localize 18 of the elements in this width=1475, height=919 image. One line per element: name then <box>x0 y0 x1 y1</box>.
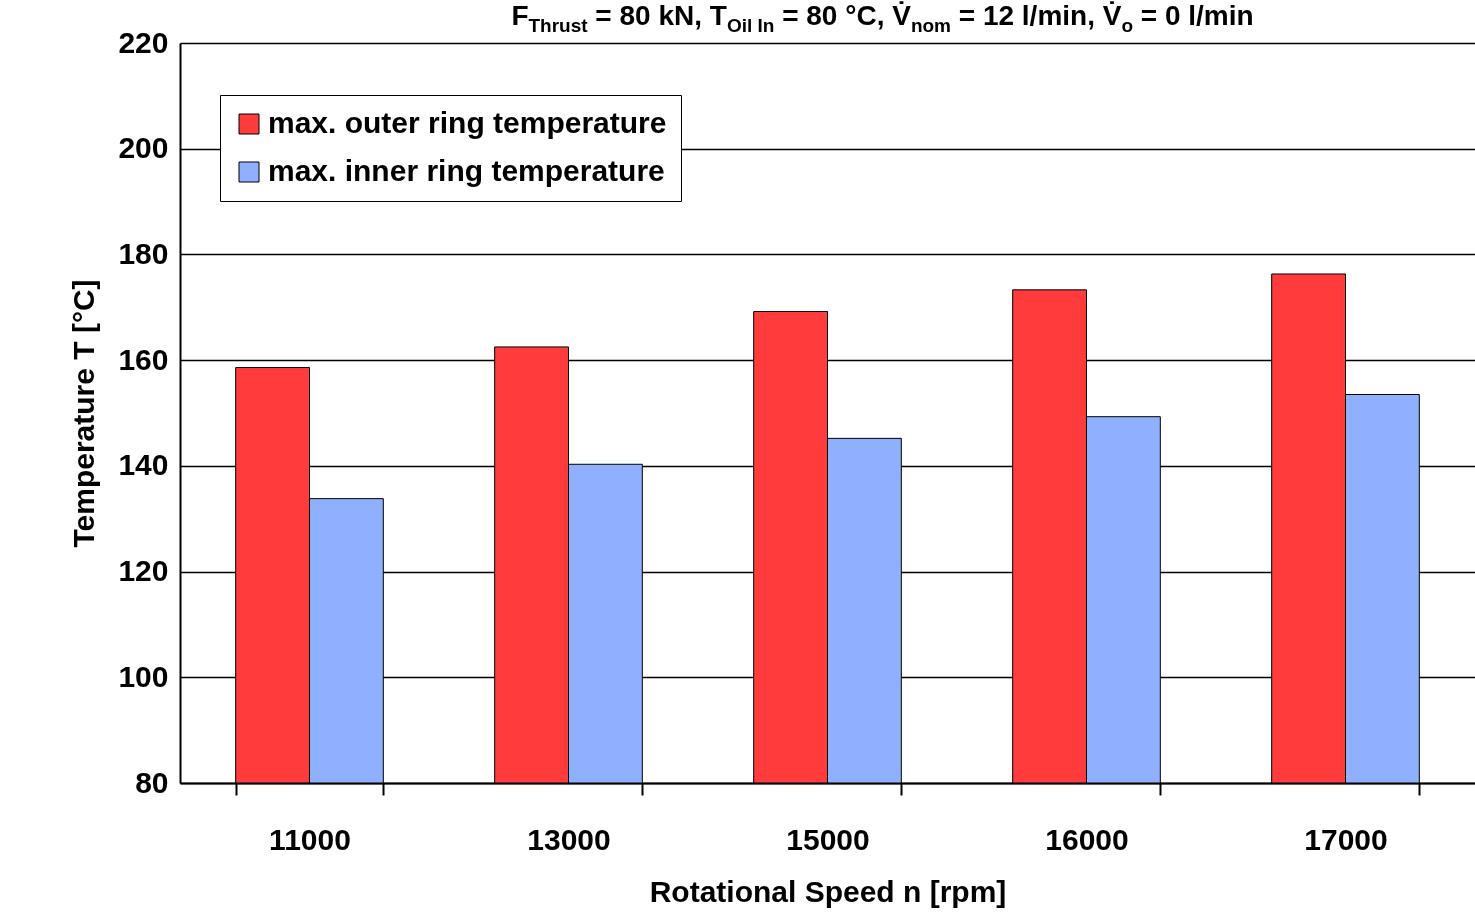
y-tick-label: 200 <box>118 131 169 165</box>
y-axis-title: Temperature T [°C] <box>67 279 101 548</box>
y-tick-label: 100 <box>118 659 169 693</box>
x-tick-label: 15000 <box>786 822 870 856</box>
legend-label: max. inner ring temperature <box>268 154 665 187</box>
y-tick-label: 220 <box>118 25 169 59</box>
chart-title: F$_{Thrust}$ = 80 kN, T$_{Oil In}$ = 80 °C, V̇$_{nom}$ = 12 l/min, V̇$_{o}$ = 0 l/min <box>511 0 1254 36</box>
y-tick-label: 120 <box>118 554 169 588</box>
x-tick-label: 16000 <box>1045 822 1129 856</box>
y-tick-label: 160 <box>118 342 169 376</box>
y-tick-label: 140 <box>118 448 169 482</box>
y-tick-label: 80 <box>135 765 169 799</box>
x-tick-label: 17000 <box>1304 822 1388 856</box>
x-axis-title: Rotational Speed n [rpm] <box>649 874 1007 908</box>
x-tick-label: 13000 <box>527 822 611 856</box>
y-tick-label: 180 <box>118 236 169 270</box>
x-tick-label: 11000 <box>269 822 351 856</box>
legend-label: max. outer ring temperature <box>268 106 667 139</box>
